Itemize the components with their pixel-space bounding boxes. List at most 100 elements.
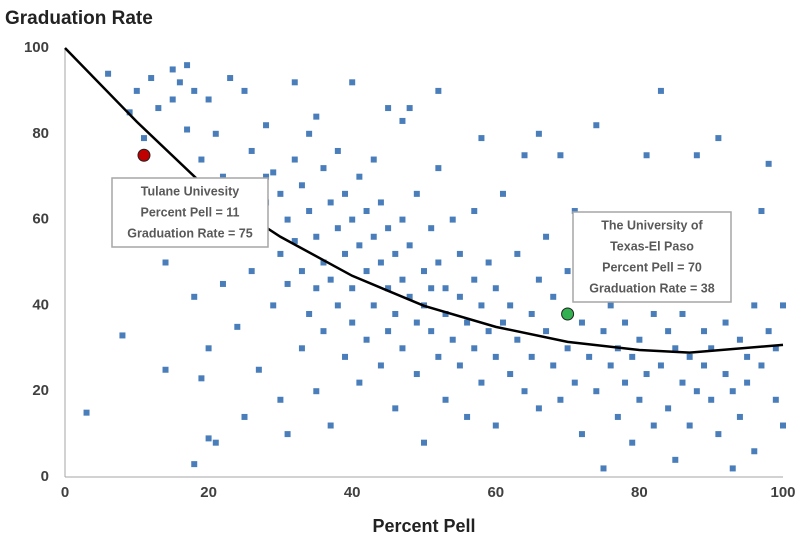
scatter-point — [643, 152, 650, 159]
scatter-point — [485, 259, 492, 266]
y-tick-label: 40 — [32, 296, 49, 313]
scatter-point — [578, 319, 585, 326]
scatter-point — [334, 302, 341, 309]
x-tick-label: 100 — [770, 484, 795, 501]
scatter-point — [377, 259, 384, 266]
scatter-point — [442, 285, 449, 292]
scatter-point — [306, 310, 313, 317]
scatter-point — [514, 250, 521, 257]
annotation-text: Percent Pell = 70 — [602, 260, 702, 274]
scatter-point — [169, 96, 176, 103]
scatter-point — [370, 233, 377, 240]
scatter-point — [780, 422, 786, 429]
scatter-point — [471, 276, 478, 283]
scatter-point — [169, 66, 176, 73]
scatter-point — [780, 302, 786, 309]
scatter-point — [636, 336, 643, 343]
scatter-point — [356, 242, 363, 249]
scatter-point — [622, 319, 629, 326]
scatter-point — [320, 165, 327, 172]
scatter-point — [722, 371, 729, 378]
scatter-point — [657, 362, 664, 369]
scatter-point — [399, 276, 406, 283]
scatter-point — [765, 328, 772, 335]
scatter-point — [535, 130, 542, 137]
scatter-point — [248, 147, 255, 154]
scatter-point — [313, 113, 320, 120]
scatter-point — [263, 122, 270, 129]
scatter-point — [421, 268, 427, 275]
scatter-point — [392, 250, 399, 257]
scatter-point — [83, 409, 90, 416]
y-tick-label: 20 — [32, 382, 49, 399]
scatter-point — [349, 79, 356, 86]
scatter-point — [672, 456, 679, 463]
scatter-point — [212, 439, 219, 446]
scatter-point — [377, 199, 384, 206]
scatter-point — [198, 156, 205, 163]
scatter-point — [327, 422, 334, 429]
scatter-point — [435, 165, 442, 172]
scatter-point — [291, 156, 298, 163]
scatter-point — [607, 302, 614, 309]
scatter-point — [701, 362, 708, 369]
scatter-point — [736, 336, 743, 343]
scatter-point — [564, 268, 571, 275]
scatter-point — [370, 156, 377, 163]
scatter-point — [191, 293, 198, 300]
scatter-point — [456, 362, 463, 369]
scatter-point — [492, 422, 499, 429]
scatter-point — [478, 135, 485, 142]
scatter-point — [363, 208, 370, 215]
scatter-point — [370, 302, 377, 309]
scatter-point — [442, 310, 449, 317]
scatter-point — [191, 461, 198, 468]
scatter-point — [499, 319, 506, 326]
scatter-point — [313, 285, 320, 292]
scatter-point — [665, 328, 672, 335]
scatter-point — [464, 319, 471, 326]
scatter-point — [478, 302, 485, 309]
scatter-point — [349, 319, 356, 326]
scatter-point — [406, 242, 413, 249]
scatter-point — [342, 353, 349, 360]
scatter-point — [772, 345, 779, 352]
scatter-point — [227, 75, 234, 82]
scatter-point — [478, 379, 485, 386]
scatter-point — [543, 233, 550, 240]
annotation-text: Graduation Rate = 75 — [127, 226, 252, 240]
scatter-point — [758, 208, 765, 215]
scatter-point — [148, 75, 155, 82]
scatter-point — [184, 126, 191, 133]
scatter-point — [729, 388, 736, 395]
y-tick-label: 60 — [32, 211, 49, 228]
scatter-point — [693, 388, 700, 395]
scatter-point — [162, 259, 169, 266]
scatter-point — [428, 225, 435, 232]
scatter-point — [313, 388, 320, 395]
scatter-point — [772, 396, 779, 403]
scatter-point — [363, 336, 370, 343]
scatter-point — [198, 375, 205, 382]
scatter-point — [686, 422, 693, 429]
scatter-point — [428, 285, 435, 292]
scatter-point — [385, 285, 392, 292]
scatter-point — [636, 396, 643, 403]
scatter-point — [219, 173, 226, 180]
scatter-point — [298, 345, 305, 352]
scatter-point — [155, 105, 162, 112]
scatter-point — [306, 208, 313, 215]
scatter-point — [176, 79, 183, 86]
scatter-point — [363, 268, 370, 275]
scatter-point — [205, 96, 212, 103]
scatter-point — [356, 379, 363, 386]
scatter-point — [291, 238, 298, 245]
scatter-point — [277, 396, 284, 403]
scatter-point — [456, 293, 463, 300]
scatter-point — [399, 216, 406, 223]
scatter-point — [528, 310, 535, 317]
scatter-point — [277, 250, 284, 257]
scatter-point — [406, 293, 413, 300]
annotation-text: The University of — [601, 218, 703, 232]
scatter-point — [744, 379, 751, 386]
